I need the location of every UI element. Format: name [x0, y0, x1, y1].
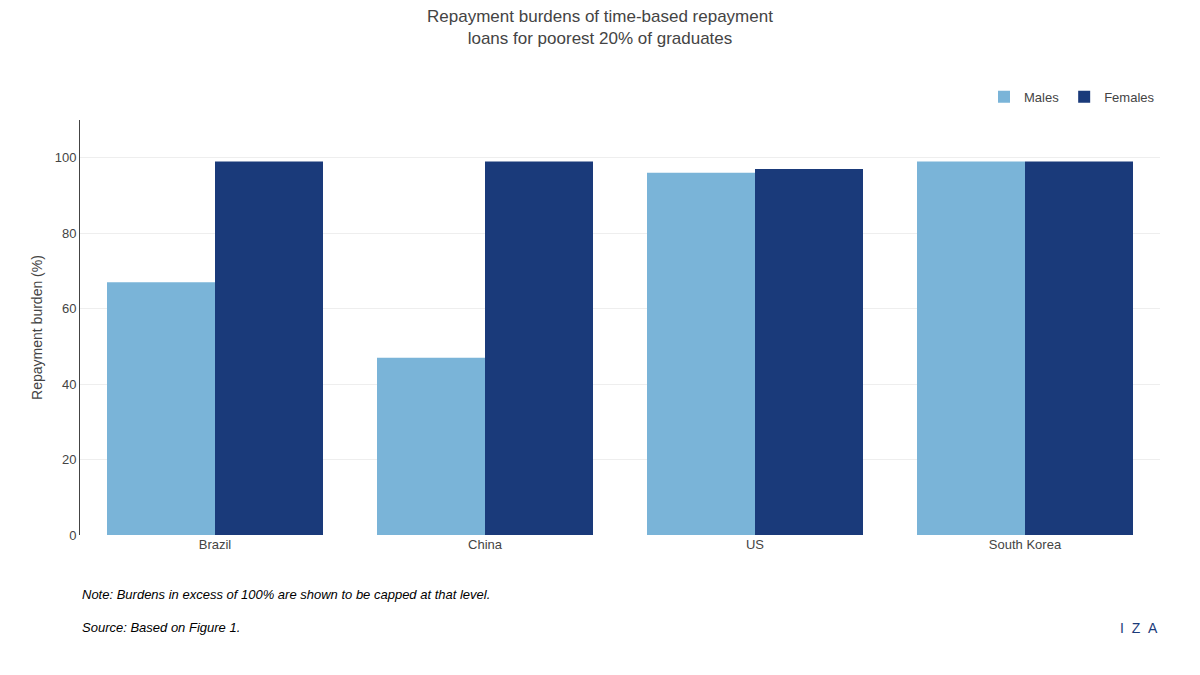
svg-text:China: China	[468, 537, 503, 552]
svg-text:US: US	[746, 537, 764, 552]
svg-text:I Z A: I Z A	[1120, 620, 1158, 636]
svg-text:Brazil: Brazil	[199, 537, 232, 552]
svg-text:0: 0	[69, 528, 76, 543]
svg-text:80: 80	[62, 226, 76, 241]
svg-text:South Korea: South Korea	[989, 537, 1062, 552]
svg-text:Repayment burdens of time-base: Repayment burdens of time-based repaymen…	[427, 7, 773, 48]
svg-text:20: 20	[62, 452, 76, 467]
svg-text:40: 40	[62, 377, 76, 392]
svg-text:Note: Burdens in excess of 100: Note: Burdens in excess of 100% are show…	[82, 587, 490, 602]
svg-text:Females: Females	[1104, 90, 1154, 105]
svg-text:Males: Males	[1024, 90, 1059, 105]
svg-text:Repayment burden (%): Repayment burden (%)	[29, 255, 45, 400]
svg-text:100: 100	[55, 150, 77, 165]
svg-text:60: 60	[62, 301, 76, 316]
svg-text:Source: Based on Figure 1.: Source: Based on Figure 1.	[82, 620, 240, 635]
